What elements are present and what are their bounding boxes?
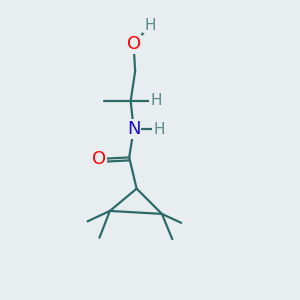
Text: N: N	[127, 120, 140, 138]
Text: H: H	[150, 94, 162, 109]
Text: O: O	[127, 35, 141, 53]
Text: H: H	[153, 122, 165, 137]
Text: H: H	[144, 18, 156, 33]
Text: O: O	[92, 150, 106, 168]
